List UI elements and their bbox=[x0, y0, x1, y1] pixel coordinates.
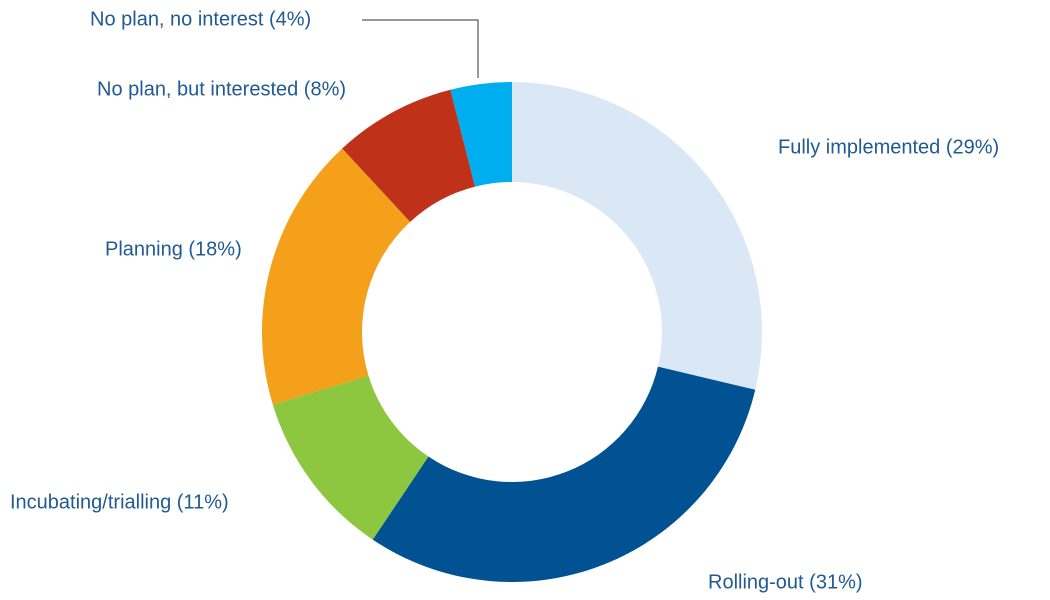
donut-slice bbox=[261, 148, 411, 405]
donut-slice bbox=[272, 375, 429, 540]
donut-slice bbox=[342, 89, 476, 222]
donut-slice bbox=[450, 82, 512, 187]
slice-label: No plan, but interested (8%) bbox=[97, 78, 346, 100]
slice-label: Planning (18%) bbox=[105, 238, 242, 260]
donut-slice bbox=[372, 366, 756, 582]
donut-slice bbox=[512, 82, 763, 390]
slice-label: No plan, no interest (4%) bbox=[90, 8, 311, 30]
slice-label: Incubating/trialling (11%) bbox=[10, 491, 229, 513]
slice-label: Fully implemented (29%) bbox=[778, 136, 999, 158]
slice-label: Rolling-out (31%) bbox=[708, 571, 863, 593]
leader-line bbox=[362, 19, 479, 78]
